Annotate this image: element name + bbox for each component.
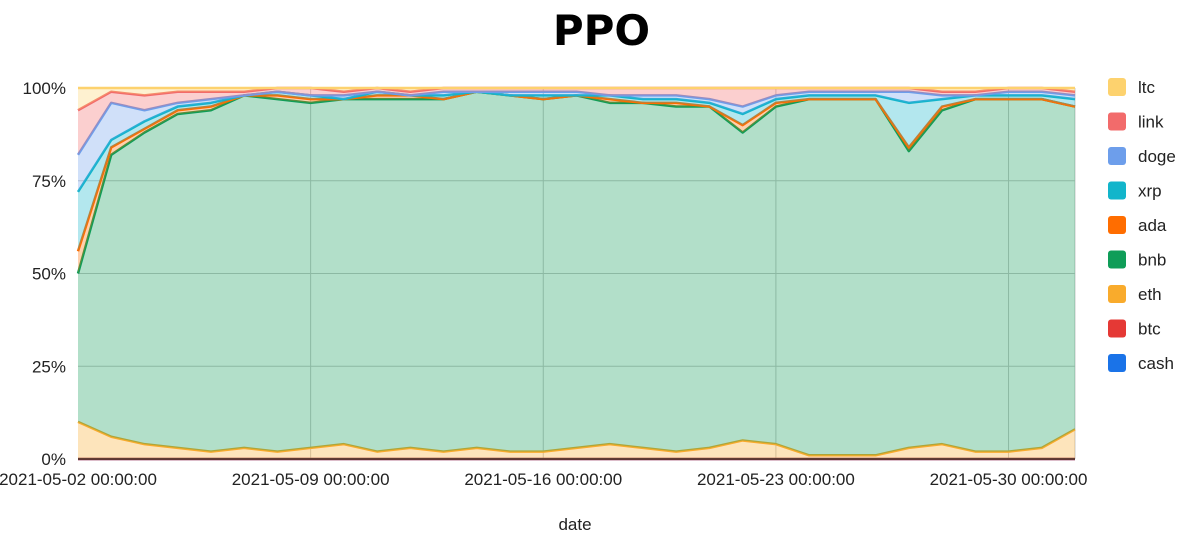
area-link (78, 88, 1075, 155)
x-tick-label: 2021-05-02 00:00:00 (0, 470, 157, 489)
legend-label-ada: ada (1138, 216, 1167, 235)
legend-label-doge: doge (1138, 147, 1176, 166)
legend-swatch-eth (1108, 285, 1126, 303)
legend-label-btc: btc (1138, 320, 1161, 339)
x-tick-label: 2021-05-23 00:00:00 (697, 470, 855, 489)
legend-label-xrp: xrp (1138, 182, 1162, 201)
stacked-areas (76, 86, 1076, 461)
legend-swatch-cash (1108, 354, 1126, 372)
legend-swatch-ltc (1108, 78, 1126, 96)
legend-label-eth: eth (1138, 285, 1162, 304)
y-tick-label: 25% (32, 357, 66, 376)
y-tick-label: 100% (23, 79, 66, 98)
line-doge (76, 90, 1076, 156)
x-axis-title: date (558, 515, 591, 534)
legend: ltc link doge xrp ada bnb eth btc cash (1108, 78, 1176, 373)
legend-label-bnb: bnb (1138, 251, 1166, 270)
legend-label-cash: cash (1138, 354, 1174, 373)
legend-label-ltc: ltc (1138, 78, 1156, 97)
area-ltc (78, 88, 1075, 111)
area-eth (78, 421, 1075, 459)
legend-swatch-btc (1108, 319, 1126, 338)
legend-swatch-bnb (1108, 250, 1126, 269)
line-eth (77, 420, 1076, 457)
x-tick-label: 2021-05-16 00:00:00 (464, 470, 622, 489)
area-bnb (78, 91, 1075, 456)
y-tick-label: 75% (32, 172, 66, 191)
axes: 0% 25% 50% 75% 100% 2021-05-02 00:00:00 2021-0… (0, 79, 1087, 489)
legend-swatch-ada (1108, 216, 1126, 234)
chart-title: PPO (552, 6, 651, 55)
legend-swatch-link (1108, 112, 1126, 131)
x-tick-label: 2021-05-09 00:00:00 (232, 470, 390, 489)
x-tick-label: 2021-05-30 00:00:00 (930, 470, 1088, 489)
legend-swatch-xrp (1108, 181, 1126, 200)
y-tick-label: 0% (41, 450, 66, 469)
y-tick-label: 50% (32, 265, 66, 284)
legend-label-link: link (1138, 113, 1164, 132)
legend-swatch-doge (1108, 147, 1126, 165)
